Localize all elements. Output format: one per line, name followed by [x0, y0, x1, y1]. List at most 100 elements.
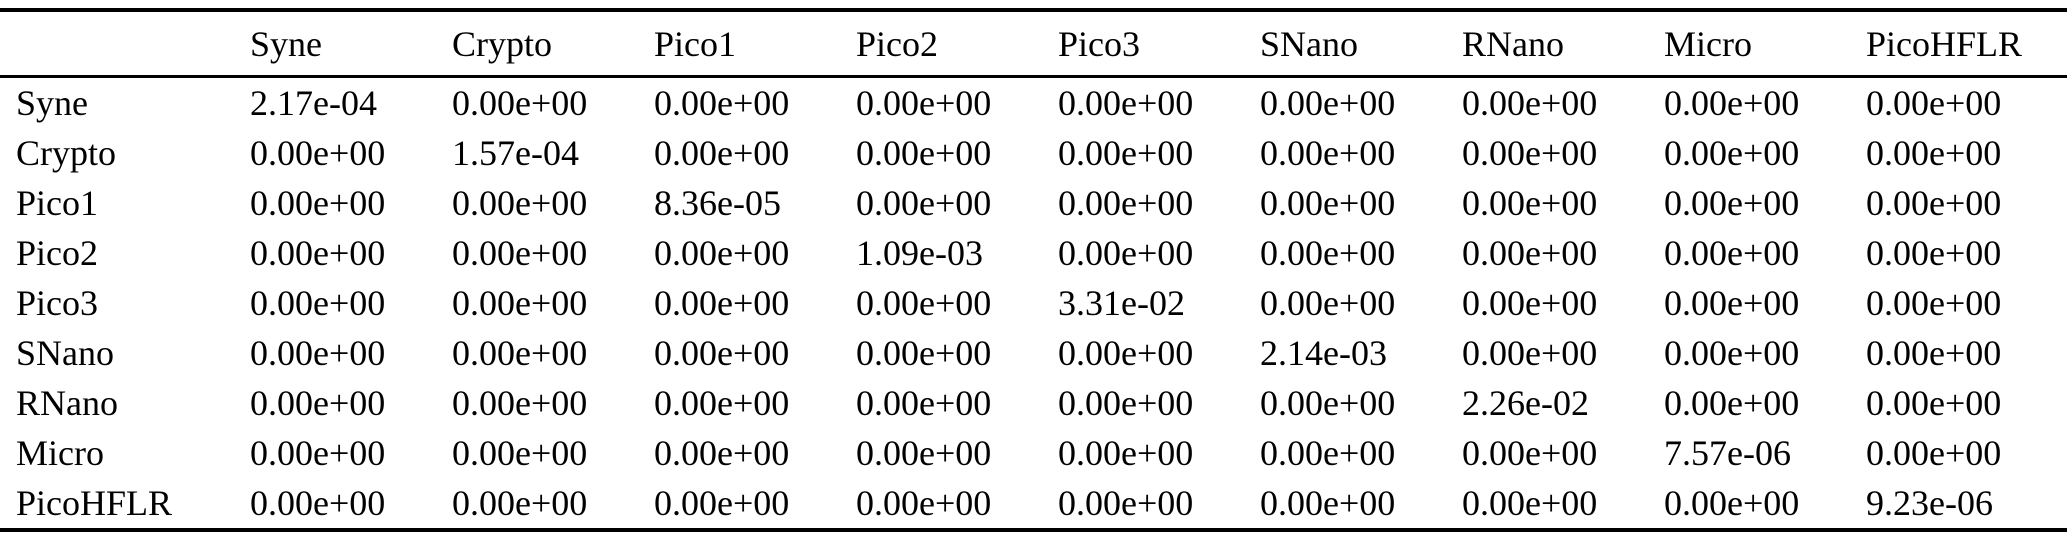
matrix-cell: 0.00e+00 — [1462, 333, 1598, 373]
matrix-cell: 0.00e+00 — [654, 133, 790, 173]
matrix-cell: 0.00e+00 — [1462, 483, 1598, 523]
table-row: Syne 2.17e-04 0.00e+00 0.00e+00 0.00e+00 0.00… — [0, 77, 2067, 129]
matrix-cell: 0.00e+00 — [1058, 483, 1194, 523]
matrix-cell: 0.00e+00 — [1866, 433, 2002, 473]
matrix-cell: 0.00e+00 — [654, 333, 790, 373]
table-header: Syne Crypto Pico1 Pico2 Pico3 SNano RNano Micro… — [0, 10, 2067, 78]
table-body: Syne 2.17e-04 0.00e+00 0.00e+00 0.00e+00 0.00… — [0, 77, 2067, 531]
table-row: Micro 0.00e+00 0.00e+00 0.00e+00 0.00e+00 0.0… — [0, 428, 2067, 478]
matrix-cell: 0.00e+00 — [654, 433, 790, 473]
corner-cell — [0, 10, 250, 78]
matrix-cell: 0.00e+00 — [1866, 333, 2002, 373]
table-row: Pico2 0.00e+00 0.00e+00 0.00e+00 1.09e-03 0.0… — [0, 228, 2067, 278]
matrix-cell: 1.57e-04 — [452, 133, 579, 173]
matrix-cell: 0.00e+00 — [250, 483, 386, 523]
row-header-snano: SNano — [16, 333, 114, 373]
matrix-cell: 0.00e+00 — [856, 483, 992, 523]
matrix-cell: 0.00e+00 — [1260, 233, 1396, 273]
matrix-cell: 0.00e+00 — [654, 233, 790, 273]
matrix-cell: 0.00e+00 — [654, 483, 790, 523]
matrix-cell: 1.09e-03 — [856, 233, 983, 273]
matrix-cell: 0.00e+00 — [1664, 133, 1800, 173]
matrix-cell: 0.00e+00 — [250, 233, 386, 273]
matrix-cell: 7.57e-06 — [1664, 433, 1791, 473]
matrix-cell: 0.00e+00 — [1664, 483, 1800, 523]
matrix-cell: 0.00e+00 — [1664, 83, 1800, 123]
row-header-micro: Micro — [16, 433, 104, 473]
matrix-cell: 0.00e+00 — [1058, 333, 1194, 373]
matrix-cell: 0.00e+00 — [1866, 133, 2002, 173]
matrix-cell: 0.00e+00 — [856, 433, 992, 473]
column-header-snano: SNano — [1260, 10, 1462, 78]
matrix-cell: 9.23e-06 — [1866, 483, 1993, 523]
column-header-picohflr: PicoHFLR — [1866, 10, 2067, 78]
matrix-cell: 0.00e+00 — [856, 83, 992, 123]
matrix-cell: 0.00e+00 — [1462, 133, 1598, 173]
matrix-cell: 0.00e+00 — [452, 233, 588, 273]
matrix-cell: 0.00e+00 — [452, 283, 588, 323]
matrix-cell: 0.00e+00 — [1866, 383, 2002, 423]
matrix-cell: 0.00e+00 — [856, 383, 992, 423]
matrix-cell: 0.00e+00 — [1260, 483, 1396, 523]
column-header-rnano: RNano — [1462, 10, 1664, 78]
matrix-cell: 0.00e+00 — [452, 83, 588, 123]
matrix-cell: 0.00e+00 — [1462, 233, 1598, 273]
matrix-cell: 0.00e+00 — [1058, 183, 1194, 223]
matrix-table: Syne Crypto Pico1 Pico2 Pico3 SNano RNano Micro… — [0, 8, 2067, 532]
matrix-cell: 0.00e+00 — [1462, 83, 1598, 123]
matrix-cell: 0.00e+00 — [654, 83, 790, 123]
column-header-micro: Micro — [1664, 10, 1866, 78]
matrix-cell: 8.36e-05 — [654, 183, 781, 223]
matrix-cell: 0.00e+00 — [1664, 283, 1800, 323]
column-header-syne: Syne — [250, 10, 452, 78]
matrix-cell: 0.00e+00 — [1260, 383, 1396, 423]
matrix-cell: 0.00e+00 — [1866, 183, 2002, 223]
matrix-cell: 0.00e+00 — [250, 333, 386, 373]
matrix-cell: 0.00e+00 — [452, 433, 588, 473]
matrix-cell: 0.00e+00 — [1260, 433, 1396, 473]
matrix-cell: 0.00e+00 — [1058, 133, 1194, 173]
matrix-cell: 0.00e+00 — [452, 183, 588, 223]
matrix-cell: 0.00e+00 — [1664, 183, 1800, 223]
matrix-cell: 0.00e+00 — [250, 283, 386, 323]
matrix-cell: 2.14e-03 — [1260, 333, 1387, 373]
matrix-cell: 0.00e+00 — [452, 383, 588, 423]
matrix-cell: 2.26e-02 — [1462, 383, 1589, 423]
matrix-cell: 0.00e+00 — [250, 133, 386, 173]
table-row: RNano 0.00e+00 0.00e+00 0.00e+00 0.00e+00 0.0… — [0, 378, 2067, 428]
matrix-cell: 0.00e+00 — [1664, 233, 1800, 273]
row-header-pico3: Pico3 — [16, 283, 99, 323]
matrix-cell: 0.00e+00 — [856, 133, 992, 173]
table-row: PicoHFLR 0.00e+00 0.00e+00 0.00e+00 0.00e+00… — [0, 478, 2067, 530]
matrix-cell: 0.00e+00 — [1260, 133, 1396, 173]
matrix-cell: 0.00e+00 — [1462, 433, 1598, 473]
matrix-cell: 0.00e+00 — [856, 183, 992, 223]
matrix-cell: 0.00e+00 — [1058, 233, 1194, 273]
matrix-cell: 0.00e+00 — [1866, 283, 2002, 323]
matrix-cell: 0.00e+00 — [1058, 83, 1194, 123]
column-header-pico1: Pico1 — [654, 10, 856, 78]
column-header-crypto: Crypto — [452, 10, 654, 78]
row-header-crypto: Crypto — [16, 133, 117, 173]
matrix-cell: 0.00e+00 — [452, 333, 588, 373]
matrix-cell: 0.00e+00 — [250, 433, 386, 473]
row-header-pico1: Pico1 — [16, 183, 99, 223]
column-header-pico2: Pico2 — [856, 10, 1058, 78]
matrix-cell: 0.00e+00 — [856, 333, 992, 373]
matrix-cell: 0.00e+00 — [1058, 383, 1194, 423]
column-header-pico3: Pico3 — [1058, 10, 1260, 78]
matrix-cell: 0.00e+00 — [1664, 383, 1800, 423]
matrix-cell: 0.00e+00 — [1866, 83, 2002, 123]
header-row: Syne Crypto Pico1 Pico2 Pico3 SNano RNano Micro… — [0, 10, 2067, 78]
matrix-cell: 3.31e-02 — [1058, 283, 1185, 323]
matrix-cell: 0.00e+00 — [1260, 283, 1396, 323]
matrix-cell: 0.00e+00 — [1866, 233, 2002, 273]
table-row: Pico3 0.00e+00 0.00e+00 0.00e+00 0.00e+00 3.3… — [0, 278, 2067, 328]
row-header-rnano: RNano — [16, 383, 118, 423]
table-row: Crypto 0.00e+00 1.57e-04 0.00e+00 0.00e+00 0.… — [0, 128, 2067, 178]
matrix-cell: 0.00e+00 — [1664, 333, 1800, 373]
table-row: Pico1 0.00e+00 0.00e+00 8.36e-05 0.00e+00 0.0… — [0, 178, 2067, 228]
matrix-cell: 0.00e+00 — [452, 483, 588, 523]
matrix-cell: 0.00e+00 — [654, 383, 790, 423]
